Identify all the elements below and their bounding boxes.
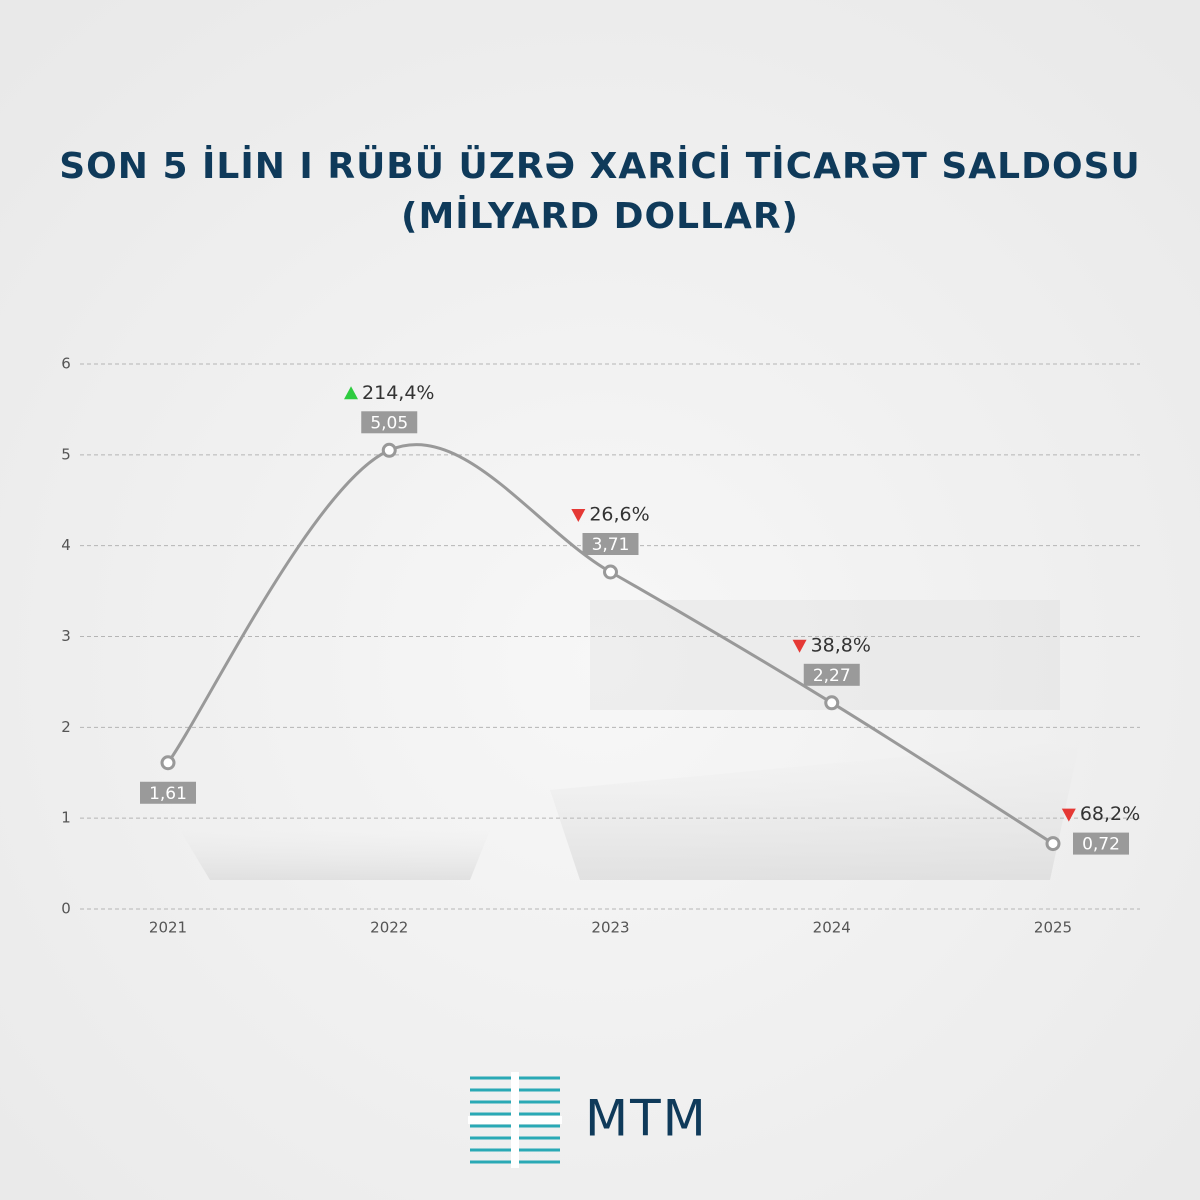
value-label-box bbox=[582, 533, 639, 556]
y-tick-label: 1 bbox=[61, 809, 71, 827]
value-label-box bbox=[140, 781, 196, 804]
value-label-box bbox=[803, 663, 860, 686]
change-label: 214,4% bbox=[362, 382, 434, 404]
point bbox=[824, 695, 840, 711]
point bbox=[603, 564, 618, 580]
logo-text: MTM bbox=[585, 1090, 708, 1148]
line bbox=[166, 443, 1054, 845]
value-label: 0,72 bbox=[1082, 835, 1120, 855]
chart-title: SON 5 İLİN I RÜBÜ ÜZRƏ XARİCİ TİCARƏT SA… bbox=[59, 145, 1140, 187]
point bbox=[160, 755, 176, 771]
y-tick-label: 0 bbox=[61, 900, 71, 918]
change-label: 68,2% bbox=[1080, 803, 1140, 825]
change-arrow bbox=[1061, 808, 1076, 822]
x-tick-label: 2025 bbox=[1034, 919, 1072, 937]
chart-subtitle: (MİLYARD DOLLAR) bbox=[401, 195, 799, 237]
x-tick-label: 2023 bbox=[591, 919, 629, 937]
value-label: 1,61 bbox=[149, 784, 187, 804]
y-tick-label: 5 bbox=[61, 445, 71, 463]
y-tick-label: 2 bbox=[61, 718, 71, 736]
change-arrow bbox=[792, 639, 807, 653]
value-label-box bbox=[1073, 832, 1129, 855]
change-arrow bbox=[571, 509, 586, 523]
y-tick-label: 4 bbox=[61, 536, 71, 554]
value-label-box bbox=[361, 411, 418, 434]
change-label: 26,6% bbox=[589, 504, 649, 526]
x-tick-label: 2021 bbox=[149, 919, 187, 937]
change-label: 38,8% bbox=[811, 634, 871, 656]
y-tick-label: 3 bbox=[61, 627, 71, 645]
value-label: 5,05 bbox=[370, 413, 408, 433]
logo-icon bbox=[468, 1072, 562, 1168]
container-decor bbox=[590, 600, 1060, 710]
point bbox=[1045, 836, 1061, 852]
ship-decor bbox=[180, 830, 490, 880]
value-label: 2,27 bbox=[813, 666, 851, 686]
change-arrow bbox=[344, 386, 359, 400]
point bbox=[381, 442, 397, 458]
x-tick-label: 2024 bbox=[813, 919, 851, 937]
value-label: 3,71 bbox=[592, 535, 630, 555]
x-tick-label: 2022 bbox=[370, 919, 408, 937]
y-tick-label: 6 bbox=[61, 355, 71, 373]
